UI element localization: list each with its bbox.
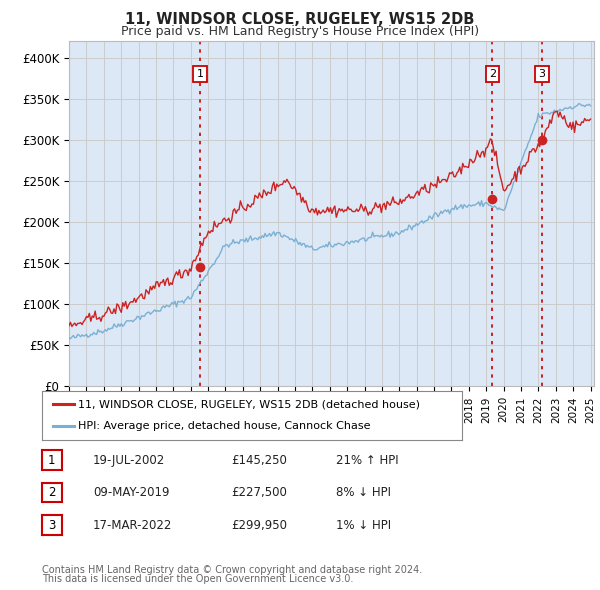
Text: 21% ↑ HPI: 21% ↑ HPI bbox=[336, 454, 398, 467]
Text: 11, WINDSOR CLOSE, RUGELEY, WS15 2DB (detached house): 11, WINDSOR CLOSE, RUGELEY, WS15 2DB (de… bbox=[78, 399, 420, 409]
Text: £227,500: £227,500 bbox=[231, 486, 287, 499]
Text: 2: 2 bbox=[48, 486, 56, 499]
Text: 3: 3 bbox=[539, 69, 545, 79]
Text: Price paid vs. HM Land Registry's House Price Index (HPI): Price paid vs. HM Land Registry's House … bbox=[121, 25, 479, 38]
Text: 17-MAR-2022: 17-MAR-2022 bbox=[93, 519, 172, 532]
Text: 1% ↓ HPI: 1% ↓ HPI bbox=[336, 519, 391, 532]
Text: HPI: Average price, detached house, Cannock Chase: HPI: Average price, detached house, Cann… bbox=[78, 421, 370, 431]
Text: 09-MAY-2019: 09-MAY-2019 bbox=[93, 486, 170, 499]
Text: 2: 2 bbox=[489, 69, 496, 79]
Text: 11, WINDSOR CLOSE, RUGELEY, WS15 2DB: 11, WINDSOR CLOSE, RUGELEY, WS15 2DB bbox=[125, 12, 475, 27]
Text: 1: 1 bbox=[48, 454, 56, 467]
Text: 8% ↓ HPI: 8% ↓ HPI bbox=[336, 486, 391, 499]
Text: 19-JUL-2002: 19-JUL-2002 bbox=[93, 454, 165, 467]
Text: Contains HM Land Registry data © Crown copyright and database right 2024.: Contains HM Land Registry data © Crown c… bbox=[42, 565, 422, 575]
Text: 1: 1 bbox=[197, 69, 203, 79]
Text: 3: 3 bbox=[48, 519, 56, 532]
Text: £145,250: £145,250 bbox=[231, 454, 287, 467]
Text: This data is licensed under the Open Government Licence v3.0.: This data is licensed under the Open Gov… bbox=[42, 574, 353, 584]
Text: £299,950: £299,950 bbox=[231, 519, 287, 532]
